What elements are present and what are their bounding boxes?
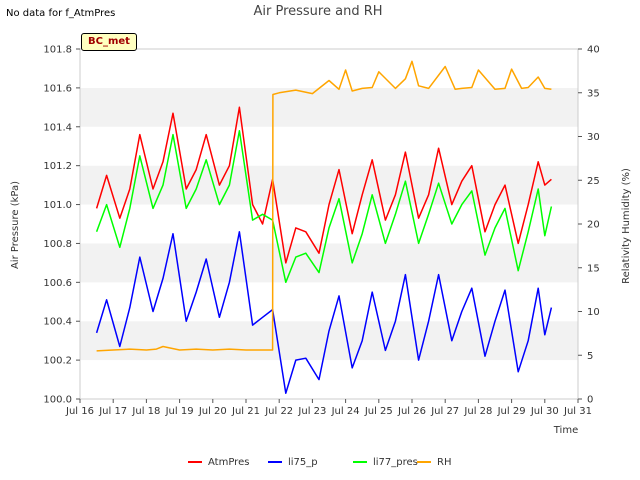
y-tick-label-left: 101.6 <box>43 83 72 94</box>
y-tick-label-left: 100.2 <box>43 356 72 367</box>
x-tick-label: Jul 31 <box>563 406 592 417</box>
legend-item: AtmPres <box>188 455 249 469</box>
series-layer <box>95 60 553 394</box>
grid-band <box>80 321 578 361</box>
x-tick-label: Jul 18 <box>131 406 160 417</box>
x-tick-label: Jul 26 <box>397 406 426 417</box>
y-axis-title-left: Air Pressure (kPa) <box>10 181 21 269</box>
y-tick-label-right: 30 <box>587 132 600 143</box>
y-axis-right: 0 5 10 15 20 25 30 35 40 <box>578 45 600 406</box>
y-axis-title-right: Relativity Humidity (%) <box>621 168 632 284</box>
legend-item: li75_p <box>268 455 318 469</box>
y-axis-left: 100.0 100.2 100.4 100.6 100.8 101.0 101.2 101.4… <box>43 45 80 406</box>
series-line-rh <box>96 60 552 352</box>
no-data-note: No data for f_AtmPres <box>6 8 116 19</box>
x-tick-label: Jul 27 <box>430 406 459 417</box>
x-tick-label: Jul 29 <box>497 406 526 417</box>
legend-swatch <box>188 461 202 463</box>
legend-label: li77_pres <box>373 456 418 468</box>
background-bands <box>80 49 578 399</box>
series-line-li75-p <box>95 231 553 394</box>
x-axis: Jul 16 Jul 17 Jul 18 Jul 19 Jul 20 Jul 21 Jul … <box>65 399 592 417</box>
y-tick-label-left: 101.2 <box>43 161 72 172</box>
x-tick-label: Jul 30 <box>530 406 559 417</box>
legend-label: li75_p <box>288 456 318 468</box>
y-tick-label-right: 40 <box>587 45 600 56</box>
grid-band <box>80 282 578 322</box>
y-tick-label-right: 25 <box>587 176 600 187</box>
legend-swatch <box>353 461 367 463</box>
grid-band <box>80 49 578 88</box>
legend-label: AtmPres <box>208 456 250 468</box>
y-tick-label-right: 20 <box>587 220 600 231</box>
legend: AtmPres li75_p li77_pres RH <box>0 455 640 469</box>
y-tick-label-right: 35 <box>587 88 600 99</box>
legend-label: RH <box>437 456 452 468</box>
grid-band <box>80 126 578 166</box>
legend-swatch <box>268 461 282 463</box>
legend-swatch <box>417 461 431 463</box>
legend-item: li77_pres <box>353 455 418 469</box>
chart-title: Air Pressure and RH <box>253 4 382 19</box>
y-tick-label-left: 101.0 <box>43 200 72 211</box>
x-tick-label: Jul 16 <box>65 406 94 417</box>
series-line-li77-pres <box>95 129 553 284</box>
series-line-atmpres <box>95 106 552 264</box>
x-tick-label: Jul 23 <box>297 406 326 417</box>
y-tick-label-right: 5 <box>587 351 593 362</box>
legend-item: RH <box>417 455 451 469</box>
y-tick-label-left: 101.4 <box>43 122 72 133</box>
x-tick-label: Jul 24 <box>331 406 360 417</box>
x-tick-label: Jul 28 <box>463 406 492 417</box>
x-tick-label: Jul 21 <box>231 406 260 417</box>
grid-band <box>80 87 578 127</box>
x-axis-title: Time <box>553 425 578 436</box>
x-tick-label: Jul 17 <box>98 406 127 417</box>
x-tick-label: Jul 20 <box>198 406 227 417</box>
y-tick-label-left: 101.8 <box>43 45 72 56</box>
grid-band <box>80 243 578 283</box>
y-tick-label-right: 15 <box>587 263 600 274</box>
y-tick-label-right: 0 <box>587 395 593 406</box>
y-tick-label-left: 100.8 <box>43 239 72 250</box>
y-tick-label-right: 10 <box>587 307 600 318</box>
station-badge: BC_met <box>81 33 137 51</box>
y-tick-label-left: 100.6 <box>43 278 72 289</box>
x-tick-label: Jul 19 <box>165 406 194 417</box>
y-tick-label-left: 100.4 <box>43 317 72 328</box>
grid-band <box>80 204 578 244</box>
x-tick-label: Jul 22 <box>264 406 293 417</box>
grid-band <box>80 360 578 399</box>
x-tick-label: Jul 25 <box>364 406 393 417</box>
y-tick-label-left: 100.0 <box>43 395 72 406</box>
